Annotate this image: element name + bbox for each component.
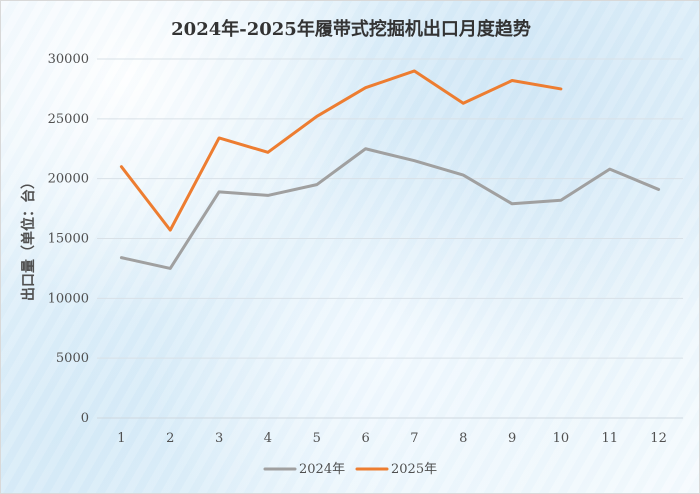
x-tick-label-11: 11 <box>601 431 618 446</box>
data-point-2024-10 <box>560 199 562 202</box>
data-point-2024-12 <box>657 188 660 191</box>
data-point-2025-5 <box>315 115 318 118</box>
data-point-2025-3 <box>218 137 220 139</box>
data-point-2024-4 <box>267 194 269 197</box>
data-point-2025-6 <box>364 86 367 89</box>
legend-label-2024: 2024年 <box>299 462 345 477</box>
y-tick-label-4: 20000 <box>48 172 89 187</box>
y-tick-label-1: 5000 <box>56 351 89 366</box>
x-axis-ticks: 1 2 3 4 5 6 7 8 9 10 11 12 <box>117 431 667 446</box>
legend: 2024年 2025年 <box>263 462 437 477</box>
data-point-2024-8 <box>462 174 465 176</box>
data-point-2025-8 <box>462 102 465 105</box>
data-point-2024-1 <box>120 256 123 259</box>
data-point-2025-7 <box>413 70 416 72</box>
y-axis-label: 出口量（单位：台） <box>20 175 37 301</box>
data-point-2024-2 <box>169 267 172 270</box>
data-point-2024-3 <box>218 190 220 193</box>
x-tick-label-12: 12 <box>650 431 667 446</box>
x-tick-label-8: 8 <box>459 431 467 446</box>
chart-title: 2024年-2025年履带式挖掘机出口月度趋势 <box>171 18 531 40</box>
series-line-2024 <box>119 147 661 270</box>
y-tick-label-0: 0 <box>81 411 89 426</box>
data-point-2025-10 <box>560 88 562 90</box>
series-lines <box>119 69 661 270</box>
x-tick-label-9: 9 <box>508 431 516 446</box>
series-line-2025 <box>119 69 563 232</box>
y-tick-label-2: 10000 <box>48 291 89 306</box>
data-point-2024-5 <box>315 183 318 186</box>
data-point-2024-11 <box>608 168 611 170</box>
y-tick-label-3: 15000 <box>48 232 89 247</box>
x-tick-label-5: 5 <box>313 431 321 446</box>
x-tick-label-2: 2 <box>166 431 174 446</box>
y-axis-ticks: 0 5000 10000 15000 20000 25000 30000 <box>48 52 89 426</box>
data-point-2024-7 <box>413 159 416 162</box>
x-tick-label-4: 4 <box>264 431 272 446</box>
data-point-2025-1 <box>120 165 123 168</box>
data-point-2025-2 <box>169 229 172 232</box>
data-point-2025-9 <box>511 79 513 82</box>
x-tick-label-1: 1 <box>117 431 125 446</box>
x-tick-label-7: 7 <box>410 431 418 446</box>
y-tick-label-5: 25000 <box>48 112 89 127</box>
data-point-2024-9 <box>511 202 513 205</box>
data-point-2025-4 <box>267 151 269 154</box>
x-tick-label-10: 10 <box>553 431 570 446</box>
y-tick-label-6: 30000 <box>48 52 89 67</box>
data-point-2024-6 <box>364 147 367 150</box>
gridlines <box>97 58 683 419</box>
legend-label-2025: 2025年 <box>391 462 437 477</box>
x-tick-label-6: 6 <box>361 431 369 446</box>
x-tick-label-3: 3 <box>215 431 223 446</box>
